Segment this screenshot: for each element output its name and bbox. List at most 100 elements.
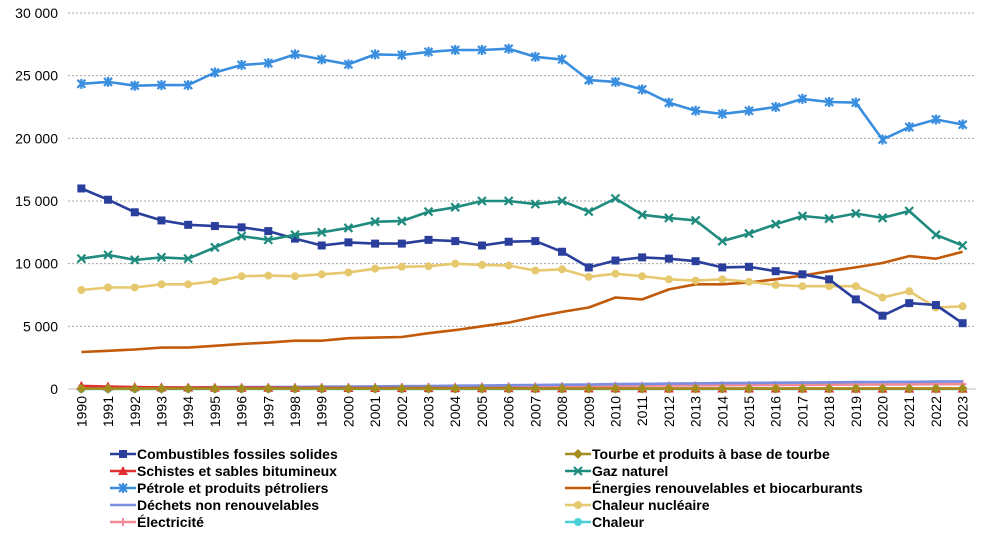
data-point: [958, 319, 967, 328]
data-point: [344, 268, 353, 277]
x-tick-label: 2001: [367, 396, 383, 427]
data-point: [530, 383, 541, 394]
data-point: [291, 234, 299, 243]
data-point: [183, 253, 193, 264]
data-point: [824, 383, 835, 394]
data-point: [450, 202, 461, 213]
data-point: [637, 210, 647, 220]
data-point: [396, 383, 407, 394]
data-point: [316, 383, 327, 394]
data-point: [530, 51, 541, 62]
legend-label: Déchets non renouvelables: [137, 497, 319, 513]
data-point: [424, 262, 433, 271]
legend-item-electricite: Électricité: [110, 514, 204, 530]
data-point: [610, 193, 621, 204]
data-point: [664, 97, 674, 108]
series-group: [76, 43, 968, 394]
data-point: [263, 235, 274, 245]
data-point: [557, 196, 567, 206]
data-point: [184, 220, 193, 229]
legend-label: Gaz naturel: [592, 463, 668, 479]
data-point: [877, 134, 888, 145]
x-tick-label: 1992: [127, 396, 143, 427]
x-tick-label: 2005: [474, 396, 490, 427]
data-point: [770, 102, 781, 112]
data-point: [770, 219, 781, 229]
data-point: [157, 216, 166, 225]
x-tick-label: 2010: [607, 396, 623, 427]
x-tick-label: 2002: [394, 396, 410, 427]
data-point: [771, 267, 780, 276]
data-point: [931, 114, 941, 125]
data-point: [503, 43, 514, 54]
series-line-chaleur-nucleaire: [81, 262, 963, 309]
data-point: [130, 283, 139, 292]
data-point: [477, 260, 486, 269]
legend-item-energies-renouvelables-et-biocarburants: Énergies renouvelables et biocarburants: [565, 480, 863, 496]
data-point: [904, 383, 915, 394]
data-point: [397, 262, 406, 271]
x-tick-label: 2021: [901, 396, 917, 427]
legend-label: Pétrole et produits pétroliers: [137, 480, 329, 496]
data-point: [263, 58, 274, 69]
x-tick-label: 1991: [100, 396, 116, 427]
data-point: [718, 275, 727, 284]
data-point: [717, 383, 728, 394]
data-point: [371, 239, 380, 248]
data-point: [798, 282, 807, 291]
data-point: [583, 206, 594, 217]
data-point: [744, 105, 754, 116]
data-point: [77, 184, 86, 193]
legend-item-combustibles-fossiles-solides: Combustibles fossiles solides: [110, 446, 338, 462]
legend-marker: [574, 518, 582, 526]
data-point: [877, 213, 888, 223]
data-point: [744, 383, 754, 394]
data-point: [664, 254, 673, 263]
series-line-combustibles-fossiles-solides: [80, 187, 964, 325]
y-axis-ticks: 0 5 000 10 000 15 000 20 000 25 000 30 000: [15, 5, 58, 397]
data-point: [103, 250, 113, 260]
data-point: [344, 238, 353, 247]
data-point: [878, 293, 887, 302]
data-point: [210, 277, 219, 286]
x-tick-label: 2017: [794, 396, 810, 427]
data-point: [210, 242, 220, 253]
series-chaleur-nucleaire: [77, 259, 967, 312]
data-point: [717, 236, 728, 246]
data-point: [745, 277, 753, 286]
data-point: [718, 263, 727, 272]
y-tick-label: 5 000: [23, 318, 58, 334]
data-point: [237, 223, 246, 232]
data-point: [504, 237, 513, 246]
x-tick-label: 2008: [554, 396, 570, 427]
x-tick-label: 2020: [875, 396, 891, 427]
x-tick-label: 2023: [955, 396, 971, 427]
legend-item-petrole-et-produits-petroliers: Pétrole et produits pétroliers: [110, 480, 329, 496]
data-point: [504, 261, 513, 270]
data-point: [77, 285, 86, 294]
data-point: [450, 44, 461, 55]
legend-item-chaleur-nucleaire: Chaleur nucléaire: [565, 497, 710, 513]
data-point: [103, 383, 114, 394]
data-point: [905, 299, 914, 308]
data-point: [851, 295, 860, 304]
data-point: [237, 272, 246, 281]
series-combustibles-fossiles-solides: [77, 184, 967, 328]
series-tourbe-et-produits-a-base-de-tourbe: [76, 383, 968, 394]
data-point: [690, 215, 701, 226]
data-point: [290, 383, 300, 394]
x-tick-label: 2016: [768, 396, 784, 427]
data-point: [851, 97, 861, 108]
data-point: [236, 383, 247, 394]
data-point: [905, 287, 914, 296]
y-tick-label: 25 000: [15, 68, 58, 84]
series-petrole-et-produits-petroliers: [76, 43, 968, 145]
x-tick-label: 2019: [848, 396, 864, 427]
data-point: [183, 383, 194, 394]
data-point: [104, 283, 113, 292]
gridlines: [68, 12, 976, 327]
legend-label: Chaleur nucléaire: [592, 497, 710, 513]
data-point: [236, 60, 247, 71]
data-point: [156, 383, 167, 394]
